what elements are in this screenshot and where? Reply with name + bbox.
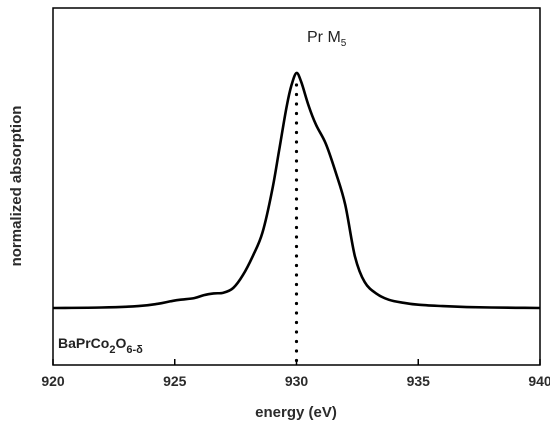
sample-part1: BaPrCo — [58, 335, 109, 351]
edge-annotation-main: Pr M — [307, 29, 341, 46]
x-tick-label-920: 920 — [41, 373, 65, 389]
sample-sub2: 6-δ — [126, 344, 143, 356]
series-line — [52, 71, 541, 310]
x-tick-label-935: 935 — [407, 373, 431, 389]
x-axis-title: energy (eV) — [255, 404, 337, 421]
sample-annotation: BaPrCo2O6-δ — [58, 335, 143, 356]
x-tick-label-940: 940 — [528, 373, 550, 389]
x-tick-label-930: 930 — [285, 373, 309, 389]
edge-annotation-subscript: 5 — [341, 38, 347, 49]
edge-annotation: Pr M5 — [307, 29, 347, 49]
x-tick-labels: 920 925 930 935 940 — [41, 373, 550, 389]
y-axis-title: normalized absorption — [8, 106, 25, 267]
x-tick-label-925: 925 — [163, 373, 187, 389]
sample-part2: O — [115, 335, 126, 351]
sample-sub1: 2 — [109, 344, 115, 356]
